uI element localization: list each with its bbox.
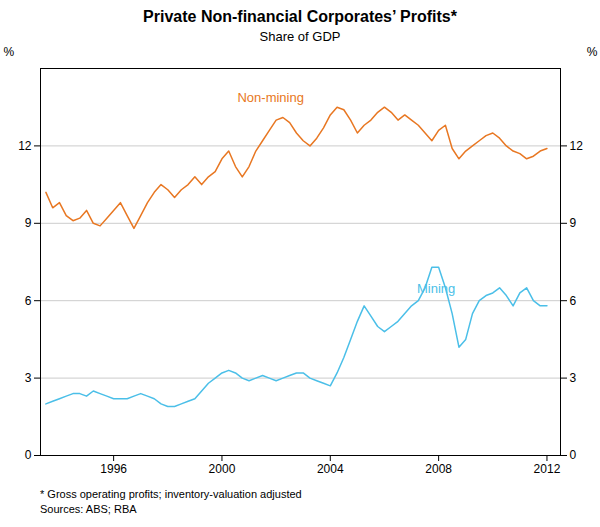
svg-text:%: %	[4, 45, 15, 59]
svg-text:Mining: Mining	[417, 281, 455, 296]
svg-text:0: 0	[25, 448, 32, 462]
svg-text:9: 9	[570, 216, 577, 230]
html-text:Share of GDP: Share of GDP	[259, 29, 341, 44]
svg-text:9: 9	[25, 216, 32, 230]
html-text:Private Non-financial Corporat: Private Non-financial Corporates’ Profit…	[143, 8, 457, 25]
svg-text:12: 12	[570, 139, 584, 153]
svg-text:12: 12	[18, 139, 32, 153]
svg-text:0: 0	[570, 448, 577, 462]
svg-text:6: 6	[570, 294, 577, 308]
html-text:* Gross operating profits; inv: * Gross operating profits; inventory-val…	[40, 488, 302, 500]
html-text:Sources: ABS; RBA: Sources: ABS; RBA	[40, 502, 137, 515]
svg-text:2004: 2004	[317, 462, 344, 476]
svg-text:2012: 2012	[534, 462, 561, 476]
svg-text:3: 3	[570, 371, 577, 385]
svg-text:1996: 1996	[100, 462, 127, 476]
svg-text:2000: 2000	[209, 462, 236, 476]
svg-text:Non-mining: Non-mining	[237, 90, 303, 105]
svg-text:3: 3	[25, 371, 32, 385]
svg-text:6: 6	[25, 294, 32, 308]
svg-text:%: %	[587, 45, 598, 59]
svg-text:2008: 2008	[425, 462, 452, 476]
